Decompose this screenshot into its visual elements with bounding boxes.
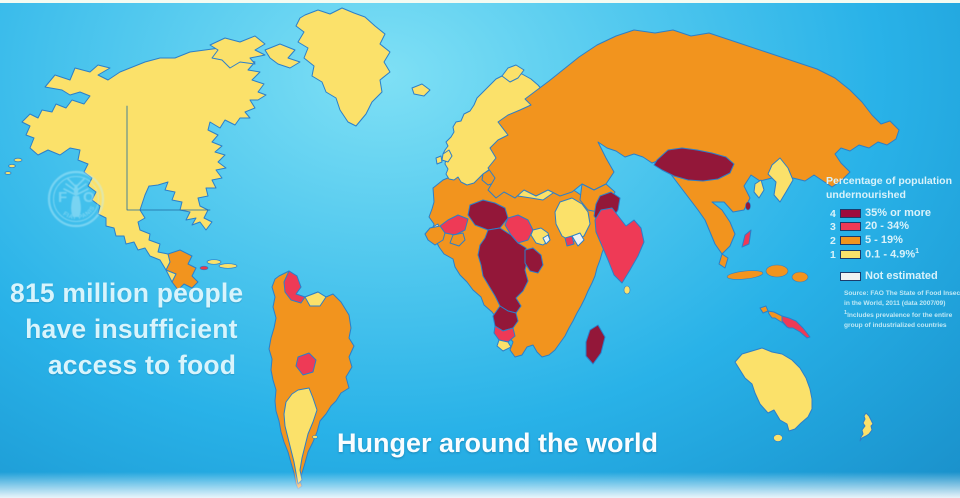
svg-text:F: F (58, 189, 67, 206)
svg-text:O: O (83, 189, 95, 206)
